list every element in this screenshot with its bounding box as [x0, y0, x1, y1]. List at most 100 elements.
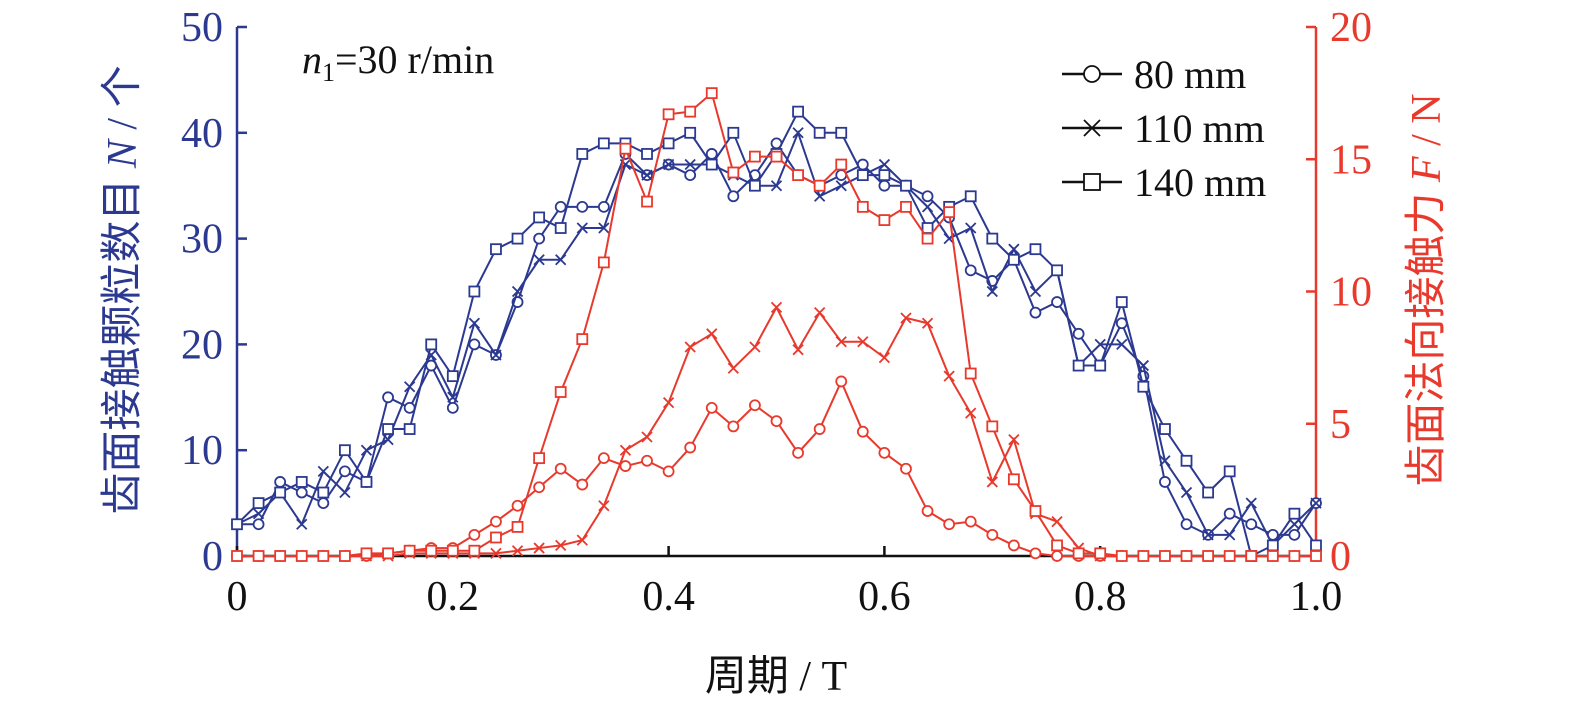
data-point: [878, 179, 891, 192]
right-axis-title: 齿面法向接触力 F / N: [1404, 93, 1450, 486]
data-point: [814, 307, 826, 319]
left-tick-label: 40: [181, 111, 223, 157]
data-point: [641, 148, 653, 160]
data-point: [856, 425, 869, 438]
legend-item: 110 mm: [1062, 106, 1265, 151]
data-point: [792, 105, 804, 118]
data-point: [1051, 539, 1063, 552]
data-point: [986, 528, 999, 541]
data-point: [835, 126, 848, 139]
data-point: [770, 150, 783, 163]
data-point: [404, 381, 416, 393]
data-point: [1137, 359, 1149, 372]
data-point: [338, 444, 351, 457]
data-point: [814, 190, 826, 202]
data-point: [1223, 507, 1236, 520]
data-point: [900, 462, 912, 475]
data-point: [252, 508, 265, 520]
data-point: [706, 328, 718, 340]
data-point: [1007, 253, 1020, 266]
data-point: [1245, 497, 1257, 509]
data-point: [533, 542, 545, 554]
left-tick-label: 30: [181, 217, 223, 263]
data-point: [252, 497, 265, 510]
data-point: [1159, 476, 1171, 488]
left-axis-title: 齿面接触颗粒数目 N / 个: [100, 65, 146, 514]
data-point: [1051, 264, 1063, 277]
data-point: [1180, 454, 1193, 467]
data-point: [490, 547, 502, 559]
data-point: [1159, 423, 1171, 435]
data-point: [382, 423, 394, 435]
data-point: [468, 528, 481, 541]
data-point: [619, 444, 632, 456]
data-point: [619, 142, 632, 155]
data-point: [1159, 550, 1171, 562]
data-point: [900, 179, 912, 192]
data-point: [900, 200, 912, 213]
legend: 80 mm 110 mm 140 mm: [1062, 52, 1266, 205]
data-point: [1223, 465, 1236, 478]
data-point: [792, 169, 804, 182]
data-point: [965, 222, 977, 234]
data-point: [425, 544, 438, 557]
data-point: [986, 232, 999, 245]
data-point: [813, 126, 826, 139]
data-point: [511, 499, 524, 512]
legend-marker-square: [1083, 173, 1101, 191]
data-point: [964, 190, 977, 203]
data-point: [339, 486, 351, 499]
x-tick-label: 0.2: [427, 574, 480, 620]
data-point: [425, 338, 438, 351]
data-point: [705, 401, 718, 414]
data-point: [598, 222, 610, 234]
left-tick-label: 50: [181, 5, 223, 51]
legend-item: 80 mm: [1062, 52, 1246, 97]
data-point: [921, 317, 934, 329]
axes: 0 10 20 30 40 50 0 5 10 15 20 0 0.2 0.4 0.6 0.8 1.0: [181, 5, 1372, 620]
data-point: [274, 550, 287, 562]
data-point: [1051, 550, 1063, 562]
legend-marker-x: [1083, 119, 1101, 137]
data-point: [1180, 518, 1193, 531]
data-point: [921, 222, 934, 234]
data-point: [770, 415, 783, 428]
data-point: [533, 452, 546, 465]
data-point: [727, 126, 740, 139]
legend-label: 80 mm: [1134, 52, 1246, 97]
data-point: [900, 312, 912, 324]
right-tick-label: 15: [1330, 137, 1372, 183]
data-point: [490, 531, 502, 544]
data-point: [597, 200, 610, 213]
legend-item: 140 mm: [1062, 160, 1266, 205]
data-point: [684, 341, 696, 353]
x-axis-title: 周期 / T: [705, 654, 847, 700]
data-point: [1245, 550, 1258, 562]
data-point: [468, 317, 481, 329]
data-point: [533, 211, 546, 224]
data-point: [231, 550, 243, 562]
data-point: [921, 201, 934, 213]
data-point: [576, 200, 589, 213]
data-point: [662, 158, 675, 171]
data-point: [684, 441, 697, 454]
data-point: [317, 465, 329, 477]
data-point: [878, 214, 891, 226]
data-point: [1180, 550, 1193, 562]
data-point: [468, 285, 481, 298]
condition-annotation: n1=30 r/min: [302, 37, 494, 87]
left-tick-label: 10: [181, 428, 223, 474]
data-point: [1266, 539, 1279, 552]
data-point: [338, 550, 351, 562]
data-point: [964, 515, 977, 528]
data-point: [554, 222, 567, 234]
data-point: [231, 518, 243, 531]
data-point: [1029, 306, 1042, 319]
data-point: [274, 486, 287, 499]
data-point: [662, 396, 675, 409]
data-point: [986, 476, 998, 488]
data-point: [490, 515, 502, 528]
data-point: [533, 481, 546, 494]
data-point: [1159, 455, 1171, 467]
